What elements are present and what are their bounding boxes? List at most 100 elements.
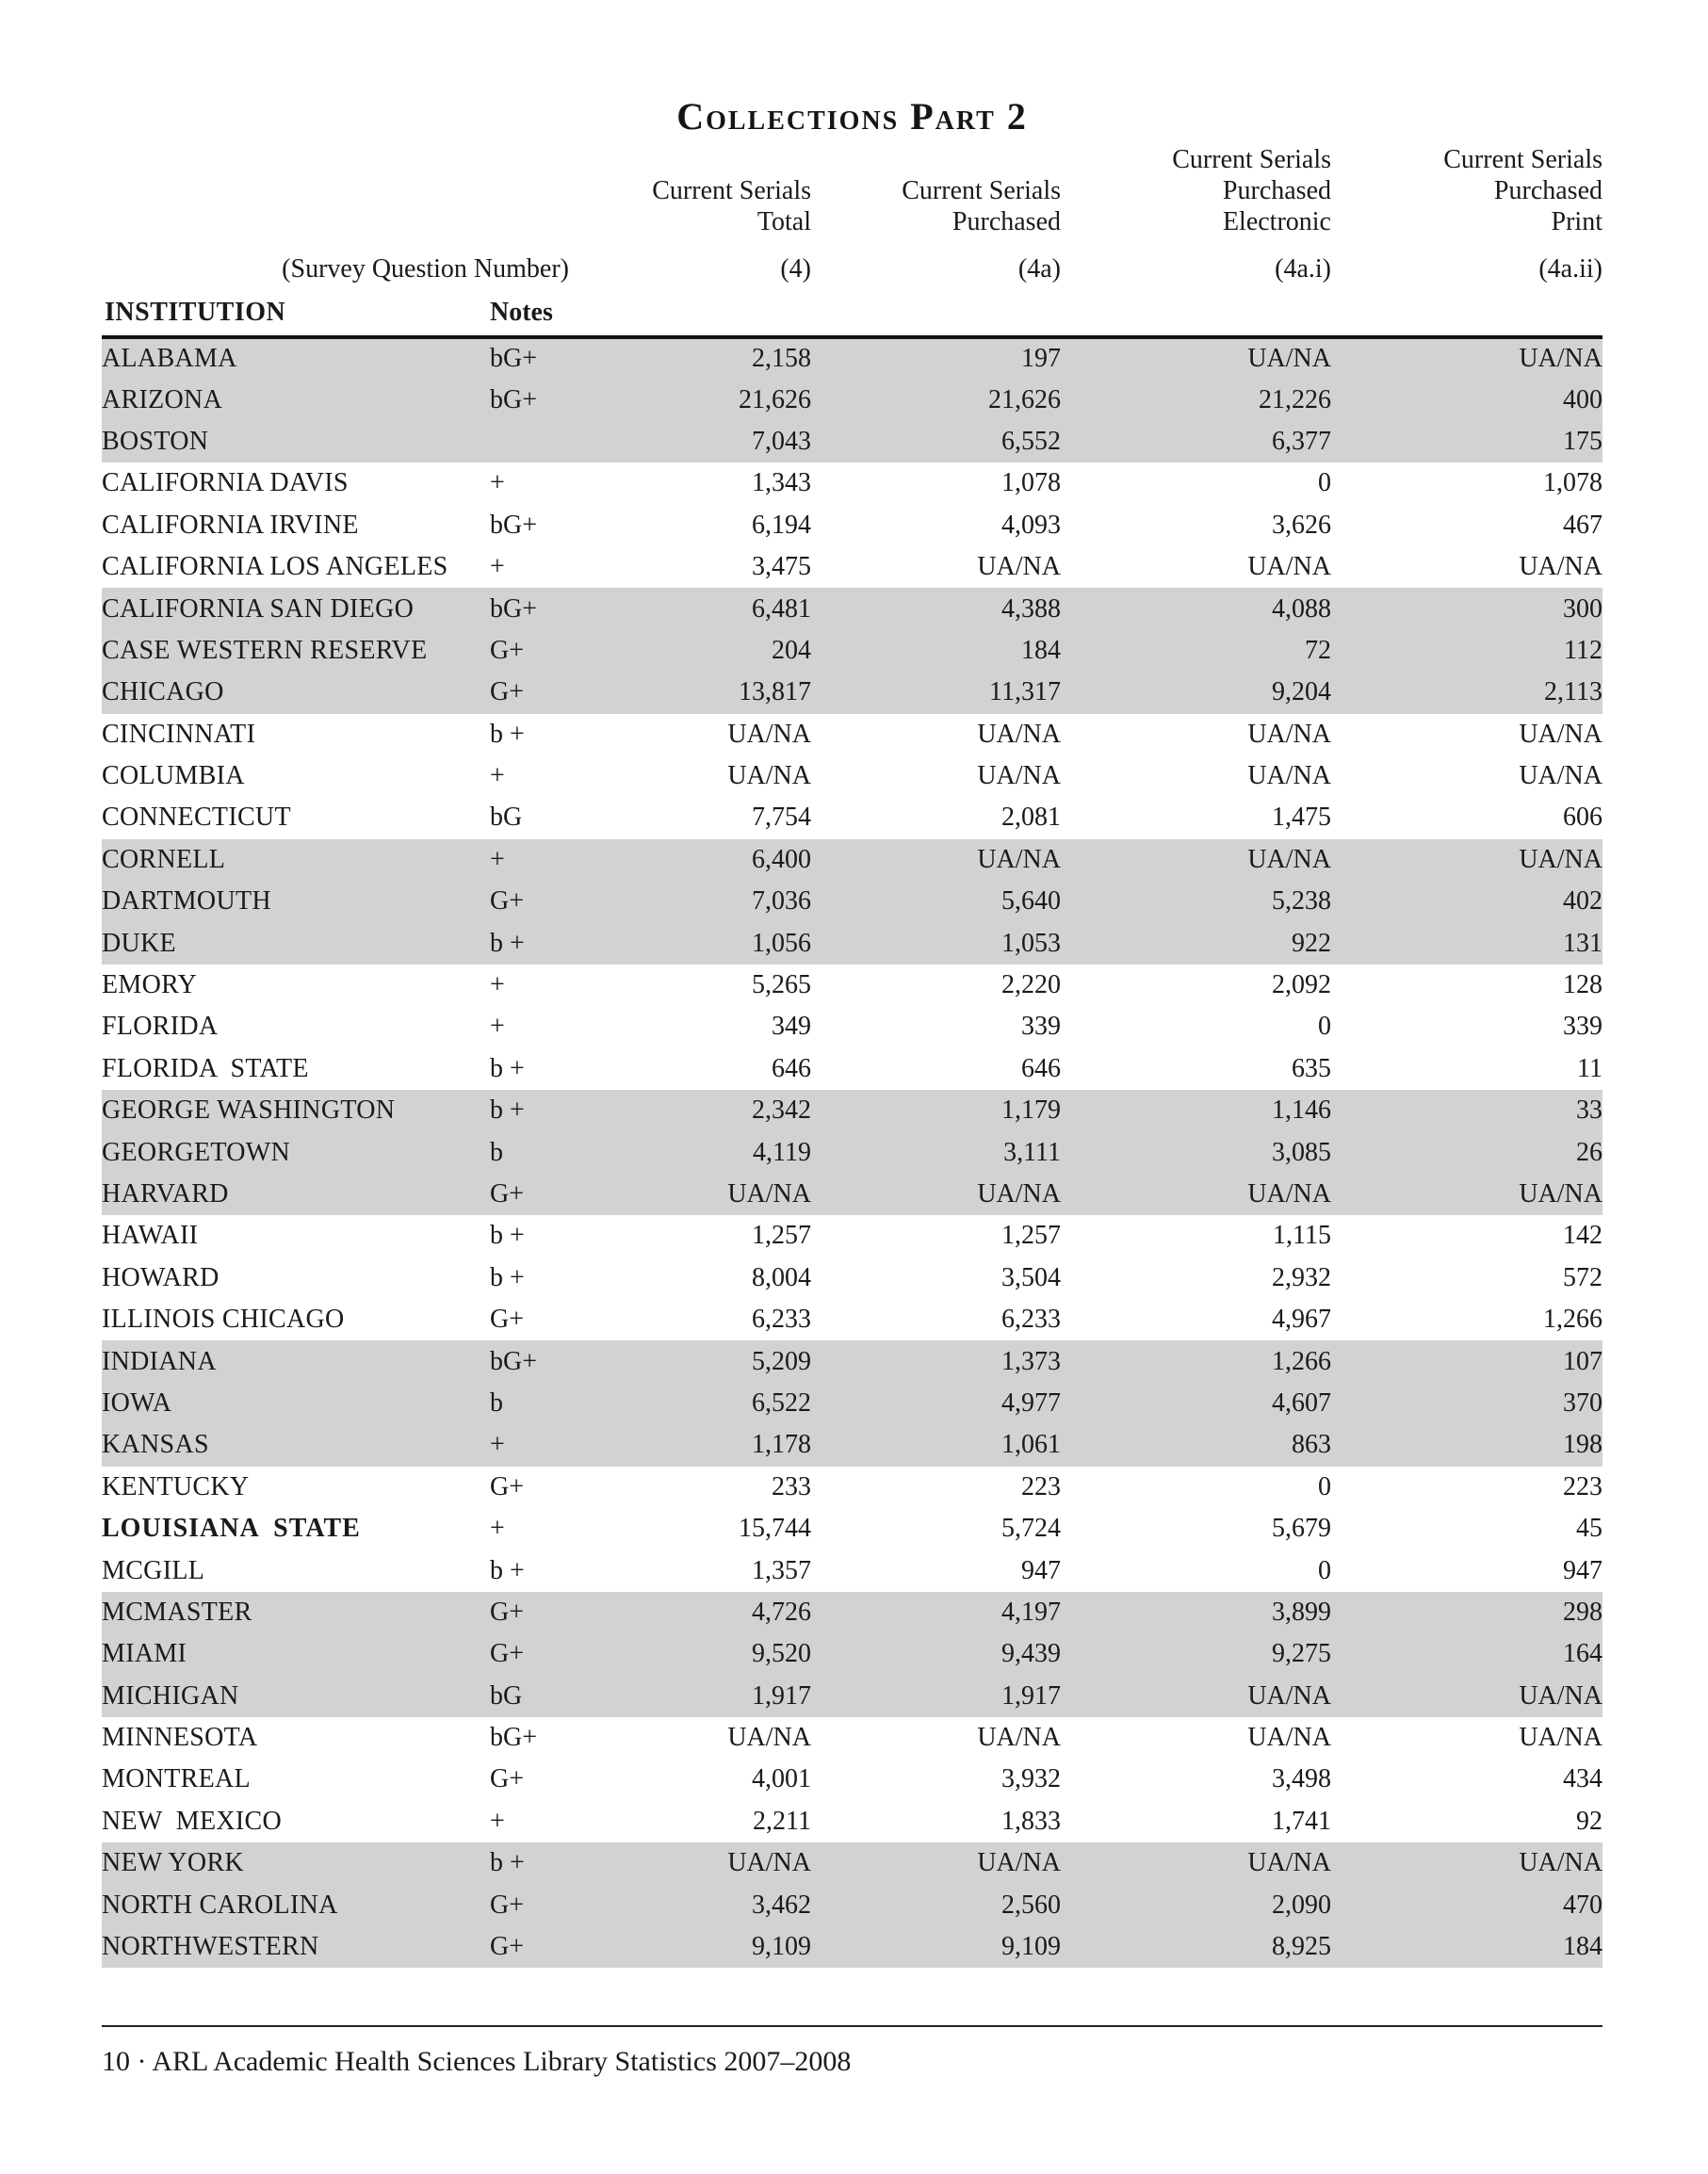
notes-value: bG+ xyxy=(490,1723,538,1753)
institution-name: KENTUCKY xyxy=(102,1471,250,1501)
table-row: KANSAS +1,178 1,061 863 198 xyxy=(102,1424,1602,1467)
value-cell: 197 xyxy=(1021,344,1061,374)
notes-value: b + xyxy=(490,719,525,749)
value-cell: UA/NA xyxy=(727,1179,811,1209)
value-cell: 9,439 xyxy=(1001,1639,1061,1669)
value-cell: 3,462 xyxy=(752,1890,811,1920)
value-cell: UA/NA xyxy=(977,552,1061,582)
notes-value: b + xyxy=(490,928,525,958)
value-cell: 184 xyxy=(1563,1932,1602,1962)
value-cell: 1,266 xyxy=(1543,1305,1602,1335)
value-cell: 204 xyxy=(772,635,811,665)
value-cell: 5,265 xyxy=(752,970,811,1000)
value-cell: 6,400 xyxy=(752,844,811,874)
notes-value: G+ xyxy=(490,1179,525,1209)
value-cell: 1,833 xyxy=(1001,1806,1061,1836)
table-row: EMORY +5,265 2,220 2,092 128 xyxy=(102,965,1602,1006)
table-row: HOWARD b + 8,004 3,504 2,932 572 xyxy=(102,1257,1602,1299)
institution-name: ARIZONA xyxy=(102,384,223,414)
table-row: LOUISIANA STATE +15,744 5,724 5,679 45 xyxy=(102,1508,1602,1549)
value-cell: UA/NA xyxy=(977,1848,1061,1878)
value-cell: 4,088 xyxy=(1272,593,1331,624)
value-cell: 6,233 xyxy=(752,1305,811,1335)
value-cell: UA/NA xyxy=(977,719,1061,749)
survey-code-4: (4) xyxy=(780,254,811,284)
notes-value: + xyxy=(490,1514,505,1544)
value-cell: 26 xyxy=(1576,1137,1602,1167)
value-cell: 11,317 xyxy=(989,677,1061,707)
value-cell: 1,266 xyxy=(1272,1346,1331,1376)
notes-value: + xyxy=(490,1806,505,1836)
table-header: Current Serials Total Current Serials Pu… xyxy=(102,144,1602,339)
value-cell: UA/NA xyxy=(1247,1848,1331,1878)
institution-name: CINCINNATI xyxy=(102,719,256,749)
value-cell: 4,197 xyxy=(1001,1597,1061,1627)
table-row: MCMASTER G+ 4,726 4,197 3,899 298 xyxy=(102,1591,1602,1634)
table-row: CALIFORNIA DAVIS +1,343 1,078 0 1,078 xyxy=(102,462,1602,504)
institution-name: BOSTON xyxy=(102,426,209,456)
table-row: CASE WESTERN RESERVE G+ 204 184 72 112 xyxy=(102,629,1602,673)
table-row: NEW MEXICO +2,211 1,833 1,741 92 xyxy=(102,1801,1602,1842)
value-cell: UA/NA xyxy=(1247,761,1331,791)
value-cell: 6,194 xyxy=(752,510,811,540)
value-cell: 3,504 xyxy=(1001,1262,1061,1292)
notes-value: + xyxy=(490,844,505,874)
value-cell: UA/NA xyxy=(1519,1848,1602,1878)
table-row: MINNESOTA bG+ UA/NA UA/NA UA/NA UA/NA xyxy=(102,1717,1602,1759)
value-cell: 947 xyxy=(1563,1555,1602,1585)
value-cell: 3,932 xyxy=(1001,1764,1061,1794)
column-header-row: Current Serials Total Current Serials Pu… xyxy=(102,144,1602,237)
value-cell: 2,090 xyxy=(1272,1890,1331,1920)
value-cell: UA/NA xyxy=(1519,844,1602,874)
notes-value: bG+ xyxy=(490,593,538,624)
value-cell: 4,388 xyxy=(1001,593,1061,624)
value-cell: 947 xyxy=(1021,1555,1061,1585)
survey-question-label: (Survey Question Number) xyxy=(282,254,569,284)
notes-value: G+ xyxy=(490,1471,525,1501)
value-cell: 2,092 xyxy=(1272,970,1331,1000)
value-cell: 5,238 xyxy=(1272,886,1331,917)
page-title: Collections Part 2 xyxy=(676,95,1028,138)
institution-name: CALIFORNIA DAVIS xyxy=(102,468,349,498)
survey-code-4a-i: (4a.i) xyxy=(1275,254,1331,284)
value-cell: 0 xyxy=(1318,1471,1331,1501)
value-cell: UA/NA xyxy=(1247,719,1331,749)
value-cell: 233 xyxy=(772,1471,811,1501)
value-cell: 6,552 xyxy=(1001,426,1061,456)
value-cell: 3,111 xyxy=(1003,1137,1061,1167)
value-cell: 3,626 xyxy=(1272,510,1331,540)
value-cell: 21,226 xyxy=(1259,384,1331,414)
value-cell: 1,146 xyxy=(1272,1095,1331,1126)
institution-name: NORTH CAROLINA xyxy=(102,1890,338,1920)
value-cell: 107 xyxy=(1563,1346,1602,1376)
notes-value: G+ xyxy=(490,1305,525,1335)
institution-name: KANSAS xyxy=(102,1430,209,1460)
institution-name: MONTREAL xyxy=(102,1764,251,1794)
value-cell: 4,119 xyxy=(753,1137,811,1167)
table-row: CALIFORNIA IRVINE bG+ 6,194 4,093 3,626 467 xyxy=(102,505,1602,546)
institution-name: MCMASTER xyxy=(102,1597,252,1627)
notes-value: b xyxy=(490,1387,503,1418)
value-cell: 2,220 xyxy=(1001,970,1061,1000)
column-header-serials-purchased-print: Current Serials Purchased Print xyxy=(1443,145,1602,236)
footer-rule xyxy=(102,2025,1602,2027)
value-cell: 0 xyxy=(1318,468,1331,498)
notes-value: + xyxy=(490,1430,505,1460)
institution-name: ALABAMA xyxy=(102,344,237,374)
table-row: HAWAII b + 1,257 1,257 1,115 142 xyxy=(102,1215,1602,1257)
column-header-serials-purchased-electronic: Current Serials Purchased Electronic xyxy=(1172,145,1331,236)
value-cell: 1,179 xyxy=(1001,1095,1061,1126)
value-cell: UA/NA xyxy=(1519,552,1602,582)
notes-value: bG xyxy=(490,1680,523,1711)
value-cell: 1,061 xyxy=(1001,1430,1061,1460)
value-cell: 1,078 xyxy=(1543,468,1602,498)
value-cell: 0 xyxy=(1318,1555,1331,1585)
value-cell: 4,967 xyxy=(1272,1305,1331,1335)
value-cell: UA/NA xyxy=(1519,719,1602,749)
table-row: MIAMI G+ 9,520 9,439 9,275 164 xyxy=(102,1633,1602,1676)
institution-name: NORTHWESTERN xyxy=(102,1932,319,1962)
value-cell: 9,275 xyxy=(1272,1639,1331,1669)
value-cell: 9,109 xyxy=(1001,1932,1061,1962)
value-cell: 300 xyxy=(1563,593,1602,624)
table-row: CHICAGO G+ 13,817 11,317 9,204 2,113 xyxy=(102,672,1602,714)
